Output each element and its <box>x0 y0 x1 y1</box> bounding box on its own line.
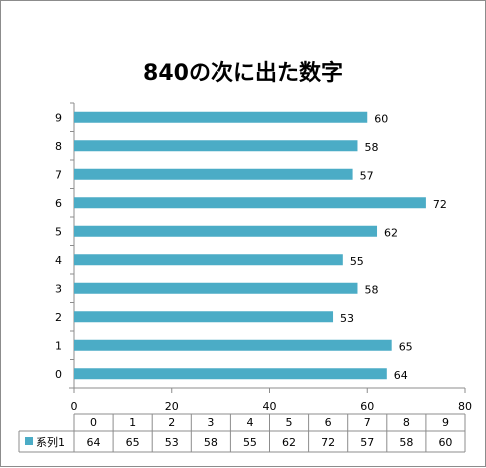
x-tick-label: 0 <box>71 400 78 413</box>
table-value-cell: 55 <box>243 436 257 449</box>
bar <box>74 339 392 351</box>
legend-label: 系列1 <box>36 435 65 449</box>
table-header-cell: 7 <box>364 416 371 429</box>
bar <box>74 254 343 266</box>
table-value-cell: 60 <box>438 436 452 449</box>
bar <box>74 111 368 123</box>
bar <box>74 168 353 180</box>
y-tick-label: 4 <box>55 254 62 267</box>
table-header-cell: 4 <box>246 416 253 429</box>
y-tick-label: 6 <box>55 197 62 210</box>
y-tick-label: 9 <box>55 111 62 124</box>
table-value-cell: 65 <box>126 436 140 449</box>
x-tick-label: 20 <box>165 400 179 413</box>
y-tick-label: 3 <box>55 282 62 295</box>
table-header-cell: 5 <box>286 416 293 429</box>
bar <box>74 311 334 323</box>
y-tick-label: 1 <box>55 339 62 352</box>
data-label: 57 <box>360 169 374 182</box>
data-label: 60 <box>374 112 388 125</box>
x-tick-label: 40 <box>263 400 277 413</box>
data-label: 72 <box>433 198 447 211</box>
data-label: 58 <box>364 283 378 296</box>
y-tick-label: 8 <box>55 140 62 153</box>
x-tick-label: 60 <box>360 400 374 413</box>
table-value-cell: 57 <box>360 436 374 449</box>
data-label: 53 <box>340 312 354 325</box>
data-label: 65 <box>399 340 413 353</box>
x-tick-label: 80 <box>458 400 472 413</box>
table-header-cell: 2 <box>168 416 175 429</box>
data-label: 55 <box>350 255 364 268</box>
chart-title: 840の次に出た数字 <box>143 61 343 86</box>
bar <box>74 197 426 209</box>
bar <box>74 225 378 237</box>
table-value-cell: 72 <box>321 436 335 449</box>
table-value-cell: 62 <box>282 436 296 449</box>
table-header-cell: 6 <box>325 416 332 429</box>
table-value-cell: 58 <box>399 436 413 449</box>
bar <box>74 368 387 380</box>
y-tick-label: 7 <box>55 168 62 181</box>
table-value-cell: 64 <box>87 436 101 449</box>
table-header-cell: 9 <box>442 416 449 429</box>
data-label: 64 <box>394 369 408 382</box>
bar <box>74 140 358 152</box>
data-label: 58 <box>364 141 378 154</box>
table-header-cell: 3 <box>207 416 214 429</box>
data-label: 62 <box>384 226 398 239</box>
table-value-cell: 53 <box>165 436 179 449</box>
y-tick-label: 0 <box>55 368 62 381</box>
table-header-cell: 8 <box>403 416 410 429</box>
table-header-cell: 0 <box>90 416 97 429</box>
table-header-cell: 1 <box>129 416 136 429</box>
bar <box>74 282 358 294</box>
y-tick-label: 5 <box>55 225 62 238</box>
table-value-cell: 58 <box>204 436 218 449</box>
legend-key <box>25 437 33 445</box>
y-tick-label: 2 <box>55 311 62 324</box>
